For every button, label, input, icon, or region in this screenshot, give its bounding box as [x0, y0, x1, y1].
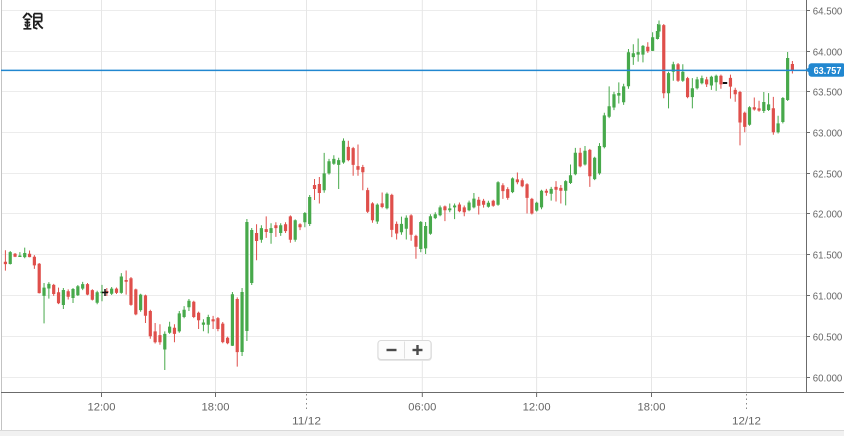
- svg-text:12/12: 12/12: [732, 416, 761, 428]
- svg-text:63.500: 63.500: [813, 86, 843, 98]
- svg-text:11/12: 11/12: [292, 416, 321, 428]
- svg-text:18:00: 18:00: [202, 402, 230, 414]
- svg-text:12:00: 12:00: [523, 402, 551, 414]
- svg-text:61.500: 61.500: [813, 249, 843, 261]
- svg-text:61.000: 61.000: [813, 290, 843, 302]
- svg-text:60.500: 60.500: [813, 331, 843, 343]
- svg-text:60.000: 60.000: [813, 372, 843, 384]
- svg-text:62.000: 62.000: [813, 208, 843, 220]
- svg-text:62.500: 62.500: [813, 168, 843, 180]
- svg-text:06:00: 06:00: [408, 402, 436, 414]
- svg-text:18:00: 18:00: [638, 402, 666, 414]
- svg-text:63.757: 63.757: [814, 65, 842, 77]
- svg-text:63.000: 63.000: [813, 127, 843, 139]
- svg-text:64.000: 64.000: [813, 46, 843, 58]
- svg-text:12:00: 12:00: [88, 402, 116, 414]
- svg-text:64.500: 64.500: [813, 5, 843, 17]
